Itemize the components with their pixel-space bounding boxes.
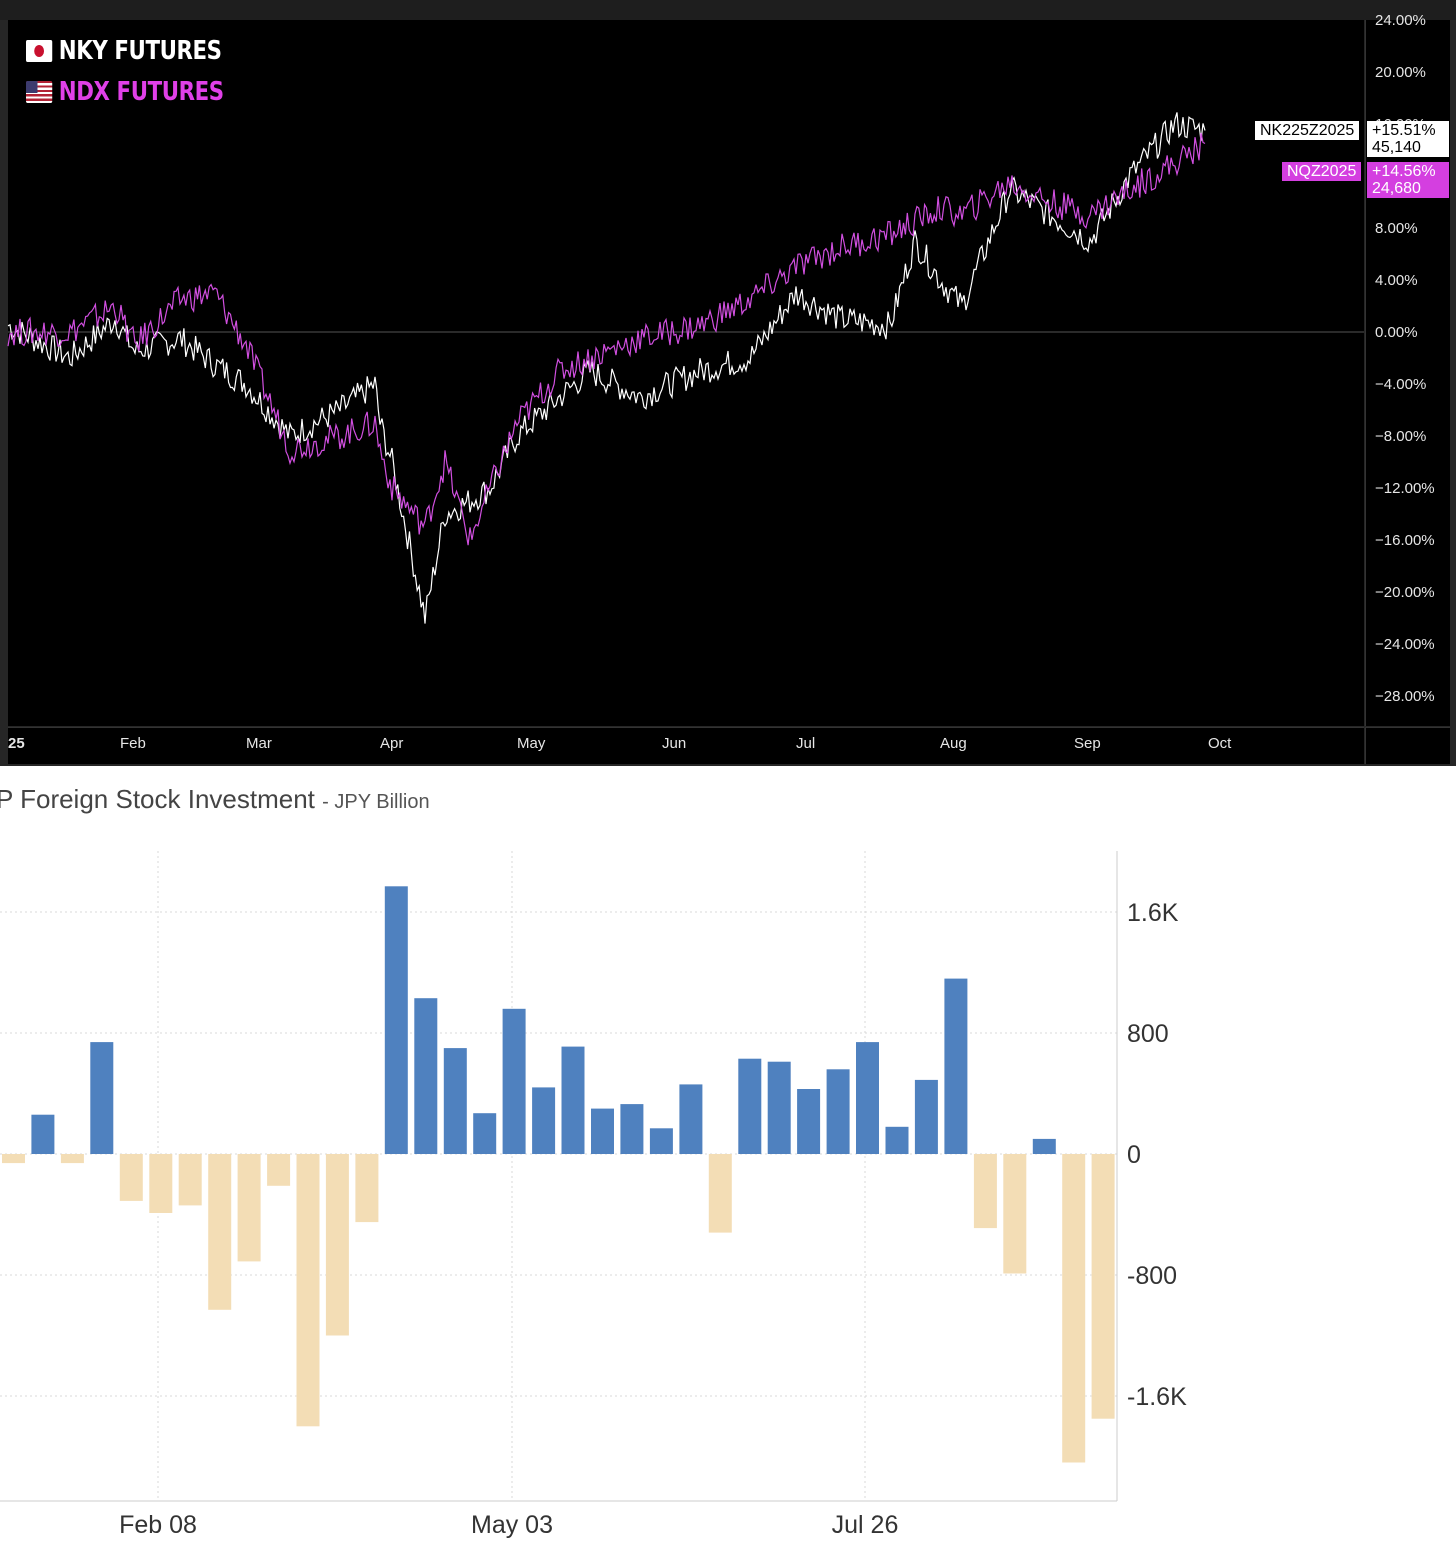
x-tick-label: Sep bbox=[1074, 735, 1101, 752]
bar[interactable] bbox=[355, 1154, 379, 1223]
bar[interactable] bbox=[561, 1046, 585, 1154]
bar[interactable] bbox=[738, 1058, 762, 1154]
y-tick-label: 1.6K bbox=[1127, 899, 1179, 927]
bar[interactable] bbox=[797, 1089, 821, 1154]
x-tick-label: Feb bbox=[120, 735, 146, 752]
bottom-chart-svg: 1.6K 800 0 -800 -1.6K Feb 08 May 03 Jul 26 bbox=[0, 851, 1187, 1539]
bar[interactable] bbox=[31, 1114, 55, 1154]
bar[interactable] bbox=[296, 1154, 320, 1427]
ndx-symbol-tag[interactable]: NQZ2025 bbox=[1282, 162, 1362, 181]
bar[interactable] bbox=[1062, 1154, 1086, 1463]
bar[interactable] bbox=[914, 1079, 938, 1154]
x-tick-label: Oct bbox=[1208, 735, 1232, 752]
top-chart-toolbar bbox=[0, 0, 1456, 20]
y-tick-label: 20.00% bbox=[1375, 64, 1426, 81]
us-flag-icon bbox=[26, 81, 53, 103]
bar[interactable] bbox=[60, 1154, 84, 1164]
x-tick-label: Apr bbox=[380, 735, 403, 752]
bar[interactable] bbox=[384, 886, 408, 1154]
nky-value-tag[interactable]: +15.51% 45,140 bbox=[1367, 121, 1449, 157]
y-tick-label: −28.00% bbox=[1375, 688, 1435, 705]
y-tick-label: 4.00% bbox=[1375, 272, 1418, 289]
y-tick-label: −20.00% bbox=[1375, 584, 1435, 601]
legend-ndx[interactable]: NDX FUTURES bbox=[26, 77, 224, 107]
x-tick-label: Jun bbox=[662, 735, 686, 752]
nky-change: +15.51% bbox=[1372, 122, 1436, 139]
legend-nky[interactable]: NKY FUTURES bbox=[26, 36, 222, 66]
bar[interactable] bbox=[973, 1154, 997, 1229]
bar[interactable] bbox=[1032, 1138, 1056, 1154]
ndx-price: 24,680 bbox=[1372, 180, 1421, 197]
bar[interactable] bbox=[119, 1154, 143, 1201]
bottom-chart-subtitle: - JPY Billion bbox=[322, 791, 430, 813]
bar[interactable] bbox=[325, 1154, 349, 1336]
bar[interactable] bbox=[767, 1061, 791, 1154]
y-tick-label: 0 bbox=[1127, 1141, 1141, 1169]
y-tick-label: 800 bbox=[1127, 1020, 1169, 1048]
top-chart-axis-corner bbox=[1365, 727, 1450, 764]
top-chart-plot-area[interactable] bbox=[8, 20, 1364, 726]
top-chart-svg: 24.00%20.00%16.00%12.00%8.00%4.00%0.00%−… bbox=[7, 12, 1435, 752]
bar[interactable] bbox=[826, 1069, 850, 1154]
x-tick-label: Aug bbox=[940, 735, 967, 752]
bar[interactable] bbox=[178, 1154, 202, 1206]
x-tick-label: Jul bbox=[796, 735, 815, 752]
bar[interactable] bbox=[620, 1104, 644, 1154]
y-tick-label: 0.00% bbox=[1375, 324, 1418, 341]
bar[interactable] bbox=[208, 1154, 232, 1310]
bar[interactable] bbox=[944, 978, 968, 1154]
x-tick-label: Jul 26 bbox=[832, 1511, 899, 1539]
ndx-value-tag[interactable]: +14.56% 24,680 bbox=[1367, 162, 1449, 198]
bar[interactable] bbox=[502, 1008, 526, 1154]
y-tick-label: −24.00% bbox=[1375, 636, 1435, 653]
ndx-series-line[interactable] bbox=[7, 132, 1206, 546]
bar[interactable] bbox=[1003, 1154, 1027, 1274]
y-tick-label: −8.00% bbox=[1375, 428, 1426, 445]
ndx-change: +14.56% bbox=[1372, 163, 1436, 180]
legend-nky-label: NKY FUTURES bbox=[58, 36, 222, 66]
y-tick-label: 8.00% bbox=[1375, 220, 1418, 237]
top-chart-panel bbox=[0, 0, 1456, 766]
bar[interactable] bbox=[2, 1154, 25, 1164]
nky-price: 45,140 bbox=[1372, 139, 1421, 156]
y-tick-label: −12.00% bbox=[1375, 480, 1435, 497]
bar[interactable] bbox=[90, 1042, 114, 1154]
bar[interactable] bbox=[885, 1126, 909, 1154]
bar[interactable] bbox=[149, 1154, 173, 1213]
x-tick-label: Mar bbox=[246, 735, 272, 752]
y-tick-label: -800 bbox=[1127, 1262, 1177, 1290]
legend-ndx-label: NDX FUTURES bbox=[58, 77, 224, 107]
bottom-chart-title-text: P Foreign Stock Investment bbox=[0, 784, 315, 814]
bar[interactable] bbox=[267, 1154, 291, 1186]
x-tick-label: May 03 bbox=[471, 1511, 553, 1539]
bar[interactable] bbox=[443, 1048, 467, 1154]
bar[interactable] bbox=[679, 1084, 703, 1154]
y-tick-label: 24.00% bbox=[1375, 12, 1426, 29]
bar[interactable] bbox=[237, 1154, 261, 1262]
nky-symbol-tag[interactable]: NK225Z2025 bbox=[1255, 121, 1360, 140]
bottom-chart-title: P Foreign Stock Investment - JPY Billion bbox=[0, 784, 430, 815]
y-tick-label: −4.00% bbox=[1375, 376, 1426, 393]
bar[interactable] bbox=[708, 1154, 732, 1233]
bar[interactable] bbox=[473, 1113, 497, 1154]
bar[interactable] bbox=[1091, 1154, 1115, 1419]
x-tick-label: Feb 08 bbox=[119, 1511, 197, 1539]
x-tick-label: 25 bbox=[8, 735, 25, 752]
bar[interactable] bbox=[856, 1042, 879, 1154]
nky-series-line[interactable] bbox=[7, 112, 1206, 624]
japan-flag-icon bbox=[26, 40, 53, 62]
y-tick-label: −16.00% bbox=[1375, 532, 1435, 549]
x-tick-label: May bbox=[517, 735, 546, 752]
top-chart-x-axis[interactable] bbox=[8, 727, 1364, 764]
bar[interactable] bbox=[591, 1108, 614, 1154]
bar[interactable] bbox=[649, 1128, 673, 1154]
y-tick-label: -1.6K bbox=[1127, 1383, 1187, 1411]
bar[interactable] bbox=[414, 998, 438, 1154]
bar[interactable] bbox=[532, 1087, 556, 1154]
